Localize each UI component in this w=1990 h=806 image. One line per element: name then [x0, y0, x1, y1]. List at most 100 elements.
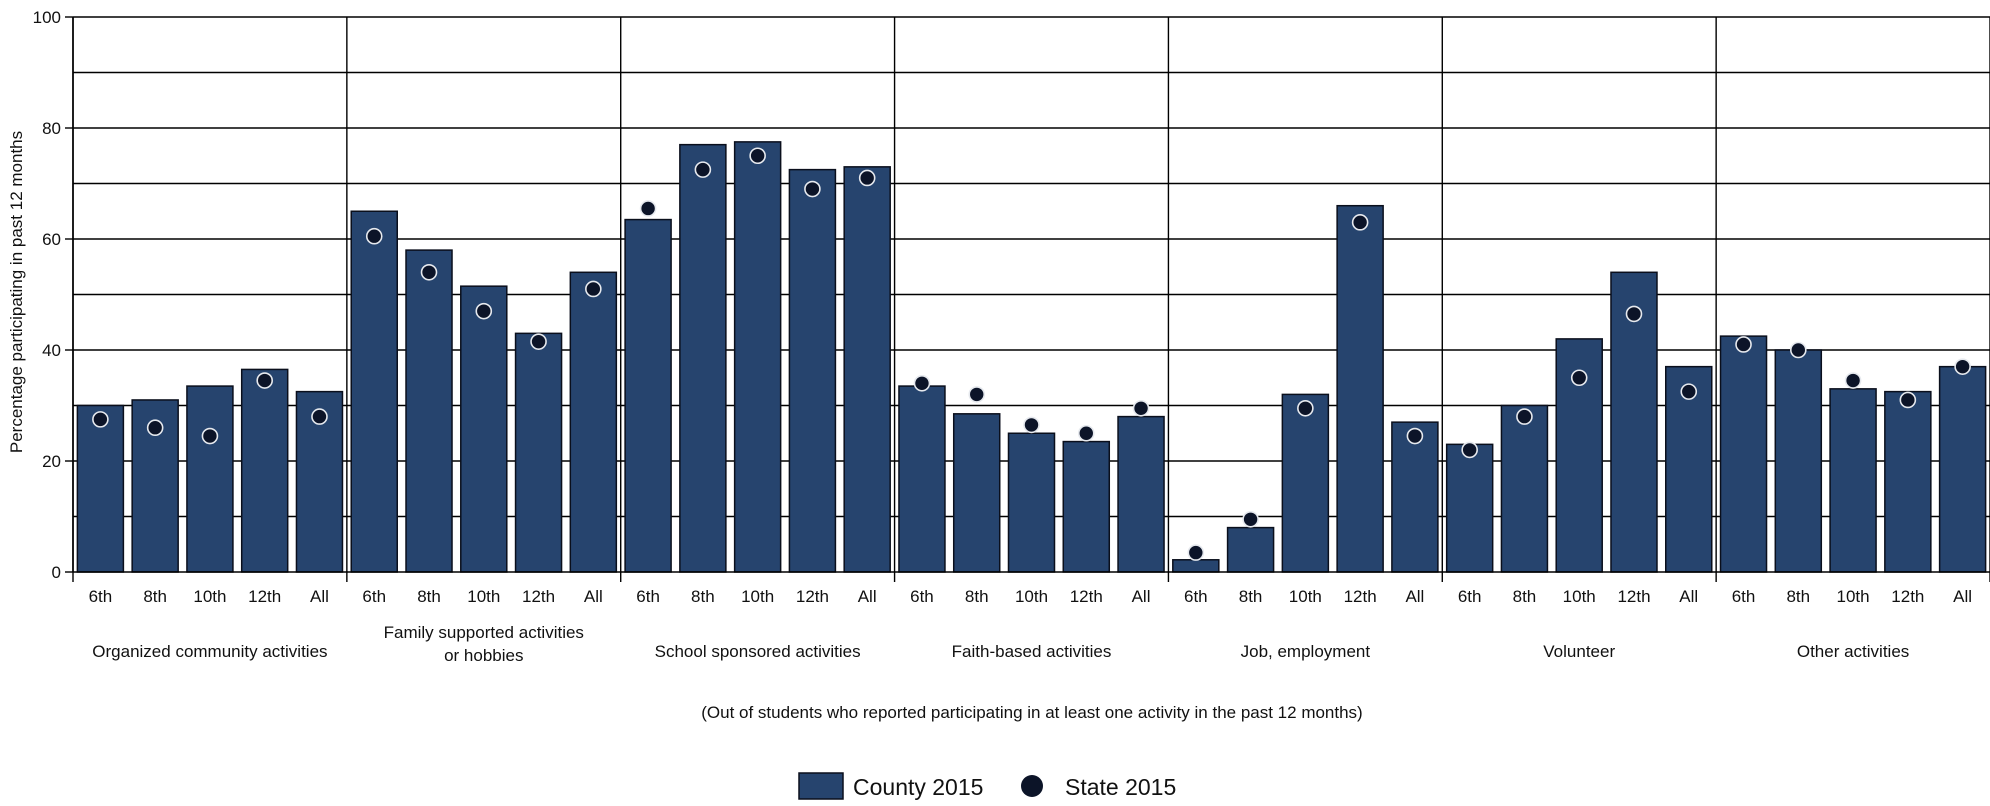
x-tick-label: All: [858, 587, 877, 606]
x-tick-label: 10th: [1563, 587, 1596, 606]
county-bar: [1665, 365, 1713, 573]
group-label: School sponsored activities: [655, 642, 861, 661]
x-tick-label: 8th: [1513, 587, 1537, 606]
county-bar: [1829, 388, 1877, 573]
state-dot: [913, 374, 931, 392]
county-bar: [240, 368, 289, 573]
county-bar: [898, 385, 946, 573]
state-dot: [1077, 424, 1095, 442]
x-tick-label: 8th: [965, 587, 989, 606]
state-dots: [92, 147, 1971, 561]
y-tick-label: 60: [42, 230, 61, 249]
county-bar: [1610, 271, 1658, 573]
y-tick-label: 100: [33, 8, 61, 27]
group-label: Organized community activities: [92, 642, 327, 661]
county-bar: [1445, 443, 1494, 573]
x-tick-label: 6th: [1184, 587, 1208, 606]
state-dot: [749, 147, 766, 165]
y-axis-label: Percentage participating in past 12 mont…: [7, 131, 26, 453]
county-bar: [1117, 415, 1165, 573]
state-dot: [420, 263, 438, 281]
state-dot: [201, 427, 219, 445]
state-dot: [1954, 358, 1971, 375]
axes: [65, 16, 1990, 582]
state-dot: [639, 200, 657, 217]
state-dot: [694, 161, 712, 178]
state-dot: [858, 169, 876, 187]
x-tick-label: 12th: [248, 587, 281, 606]
state-dot: [1187, 544, 1205, 561]
state-dot: [1625, 305, 1643, 323]
state-dot: [92, 411, 109, 428]
state-dot: [1242, 510, 1259, 528]
state-dot: [1023, 416, 1040, 434]
legend-county-label: County 2015: [853, 774, 983, 800]
x-tick-label: 12th: [1344, 587, 1377, 606]
county-bar: [1062, 440, 1111, 573]
state-dot: [1899, 391, 1917, 409]
state-dot: [146, 419, 164, 437]
chart-note: (Out of students who reported participat…: [701, 703, 1362, 722]
x-tick-label: All: [1405, 587, 1424, 606]
group-label: or hobbies: [444, 646, 523, 665]
county-bar: [460, 285, 508, 573]
state-dot: [1516, 408, 1533, 425]
county-bar: [1281, 393, 1330, 573]
state-dot: [1790, 341, 1807, 359]
bars: [76, 141, 1987, 573]
state-dot: [1570, 369, 1588, 387]
x-tick-label: 8th: [143, 587, 167, 606]
county-bar: [514, 332, 563, 573]
state-dot: [968, 386, 986, 403]
county-bar: [186, 385, 234, 573]
y-tick-label: 0: [52, 563, 61, 582]
county-bar: [733, 141, 782, 573]
x-tick-label: 6th: [89, 587, 113, 606]
county-bar: [1391, 421, 1439, 573]
x-tick-label: 10th: [467, 587, 500, 606]
county-bar: [295, 390, 344, 573]
county-bar: [1938, 365, 1987, 573]
y-tick-label: 40: [42, 341, 61, 360]
x-tick-label: All: [584, 587, 603, 606]
x-tick-label: 12th: [522, 587, 555, 606]
legend: County 2015 State 2015: [798, 772, 1176, 800]
state-dot: [1680, 383, 1698, 400]
state-dot: [1406, 427, 1424, 445]
y-tick-label: 20: [42, 452, 61, 471]
x-tick-label: 12th: [1891, 587, 1924, 606]
x-tick-label: 10th: [193, 587, 226, 606]
county-bar: [1884, 390, 1932, 573]
y-tick-label: 80: [42, 119, 61, 138]
group-label: Family supported activities: [384, 623, 584, 642]
county-bar: [405, 249, 453, 573]
x-tick-label: 12th: [1070, 587, 1103, 606]
county-bar: [1719, 335, 1768, 573]
county-bar: [569, 271, 618, 573]
x-tick-label: 6th: [362, 587, 386, 606]
x-tick-label: 6th: [636, 587, 660, 606]
x-tick-label: 6th: [910, 587, 934, 606]
state-dot: [585, 280, 602, 298]
x-tick-label: 6th: [1458, 587, 1482, 606]
state-dot: [475, 302, 493, 320]
state-dot: [1735, 336, 1752, 353]
state-dot: [1351, 214, 1369, 231]
state-dot: [1132, 399, 1150, 417]
county-bar: [1774, 349, 1823, 573]
legend-state-label: State 2015: [1065, 774, 1176, 800]
state-dot: [1461, 441, 1478, 459]
state-dot: [365, 227, 383, 245]
x-tick-label: All: [1132, 587, 1151, 606]
county-bar: [76, 404, 125, 573]
x-tick-label: All: [310, 587, 329, 606]
x-tick-label: All: [1953, 587, 1972, 606]
legend-state-marker: [1021, 775, 1043, 797]
x-tick-label: 10th: [1015, 587, 1048, 606]
x-tick-label: 10th: [1289, 587, 1322, 606]
county-bar: [1007, 432, 1056, 573]
county-bar: [624, 218, 672, 573]
group-label: Faith-based activities: [952, 642, 1112, 661]
county-bar: [1336, 204, 1384, 573]
